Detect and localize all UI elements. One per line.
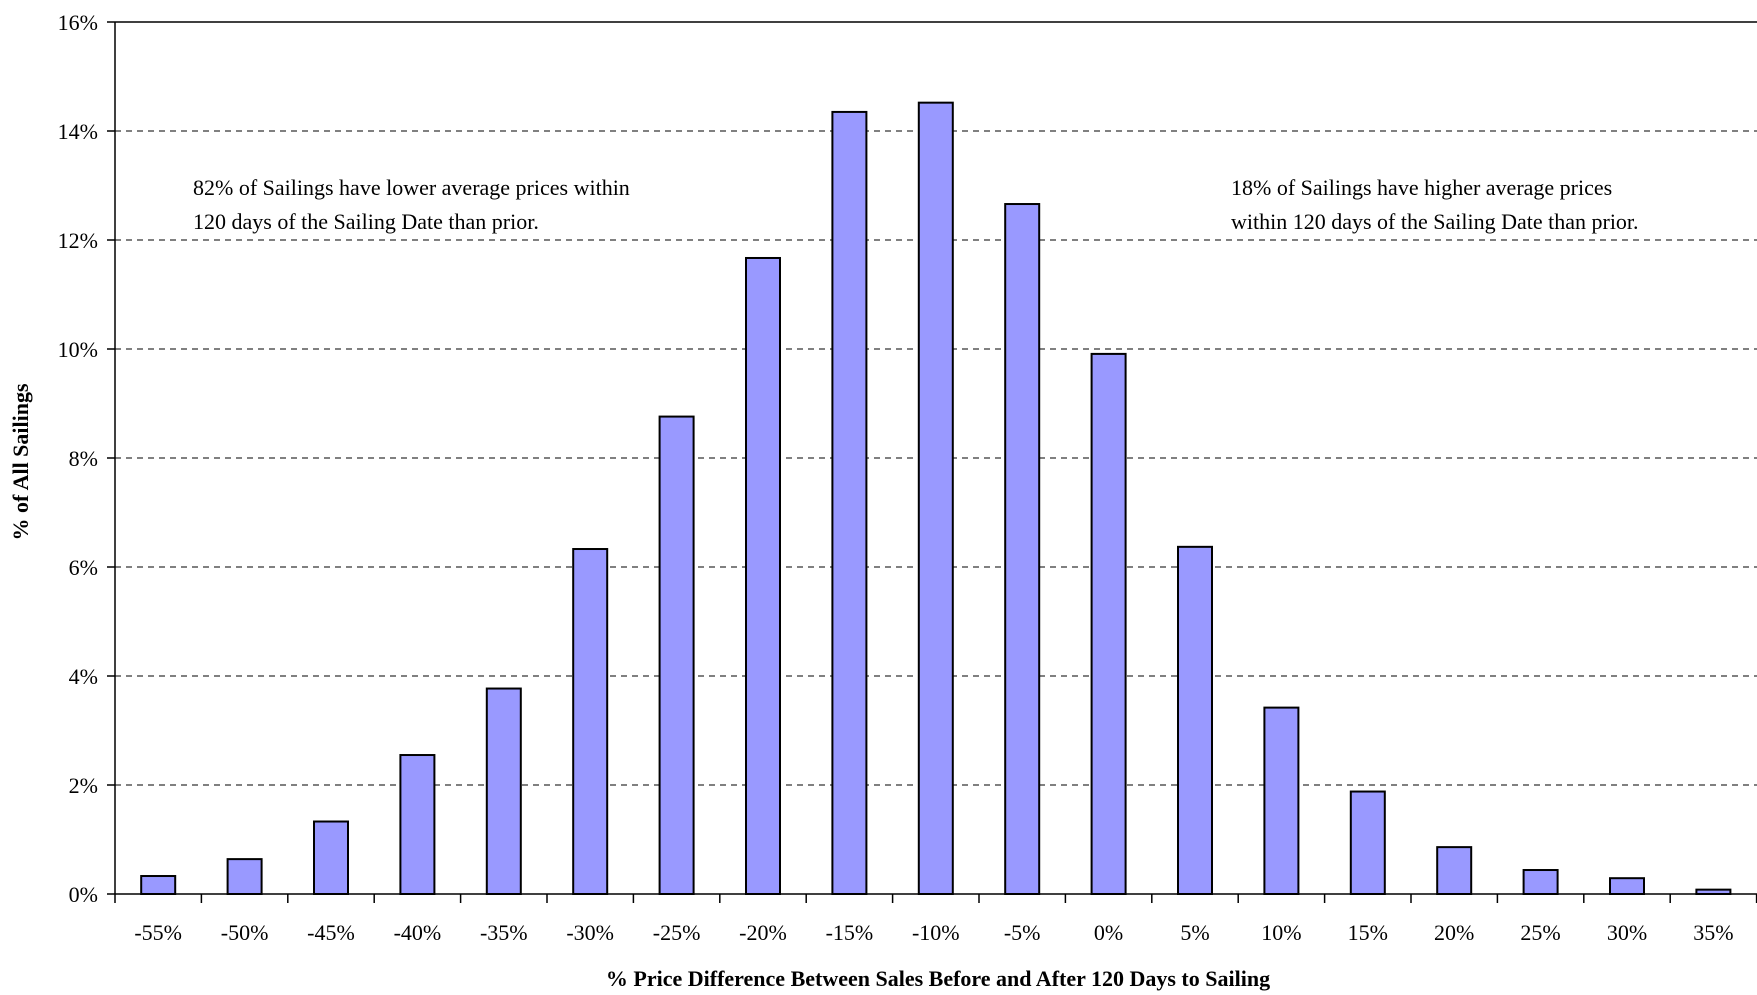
bar--20% <box>745 256 781 895</box>
bar-5% <box>1177 545 1213 896</box>
x-tick-label: -45% <box>307 920 355 945</box>
x-tick-label: 35% <box>1693 920 1733 945</box>
bar--30% <box>572 548 609 895</box>
x-tick-label: -5% <box>1004 920 1041 945</box>
x-tick-label: -35% <box>480 920 528 945</box>
x-tick-label: 0% <box>1094 920 1123 945</box>
annotation-right-line-1: 18% of Sailings have higher average pric… <box>1231 175 1612 200</box>
gridlines <box>115 130 1757 786</box>
bar--40% <box>399 754 436 896</box>
x-tick-label: -55% <box>134 920 182 945</box>
y-axis-title: % of All Sailings <box>8 383 33 541</box>
axes <box>107 21 1757 903</box>
x-tick-label: 20% <box>1434 920 1474 945</box>
y-tick-labels: 0% 2% 4% 6% 8% 10% 12% 14% 16% <box>58 10 98 907</box>
bar-10% <box>1263 706 1300 895</box>
bars <box>140 101 1732 896</box>
y-tick-label: 4% <box>69 664 98 689</box>
y-tick-label: 14% <box>58 119 98 144</box>
bar-30% <box>1609 877 1645 896</box>
y-tick-label: 0% <box>69 882 98 907</box>
y-tick-label: 6% <box>69 555 98 580</box>
x-tick-label: -10% <box>912 920 960 945</box>
y-tick-label: 8% <box>69 446 98 471</box>
bar--15% <box>831 110 868 896</box>
x-tick-label: 5% <box>1180 920 1209 945</box>
y-tick-label: 16% <box>58 10 98 35</box>
x-tick-label: 15% <box>1348 920 1388 945</box>
bar-20% <box>1436 846 1473 896</box>
x-tick-labels: -55% -50% -45% -40% -35% -30% -25% -20% -15% -10%… <box>134 920 1733 945</box>
annotation-left-line-2: 120 days of the Sailing Date than prior. <box>193 209 539 234</box>
x-tick-label: -50% <box>221 920 269 945</box>
bar--50% <box>226 858 263 895</box>
bar--25% <box>658 415 695 895</box>
y-tick-label: 2% <box>69 773 98 798</box>
y-tick-label: 12% <box>58 228 98 253</box>
bar--55% <box>140 875 177 896</box>
annotation-left-line-1: 82% of Sailings have lower average price… <box>193 175 630 200</box>
bar--35% <box>485 687 522 895</box>
x-tick-label: -25% <box>653 920 701 945</box>
bar-0% <box>1090 352 1127 895</box>
x-tick-label: -15% <box>826 920 874 945</box>
x-tick-label: -30% <box>566 920 614 945</box>
y-tick-label: 10% <box>58 337 98 362</box>
x-tick-label: -40% <box>394 920 442 945</box>
bar--10% <box>917 101 954 896</box>
annotation-right-line-2: within 120 days of the Sailing Date than… <box>1231 209 1639 234</box>
x-tick-label: 10% <box>1261 920 1301 945</box>
x-tick-label: -20% <box>739 920 787 945</box>
bar-15% <box>1349 790 1386 895</box>
bar--45% <box>313 820 349 896</box>
x-axis-title: % Price Difference Between Sales Before … <box>606 966 1270 991</box>
bar-25% <box>1522 869 1559 896</box>
bar--5% <box>1004 203 1041 895</box>
x-tick-label: 30% <box>1607 920 1647 945</box>
x-tick-label: 25% <box>1520 920 1560 945</box>
